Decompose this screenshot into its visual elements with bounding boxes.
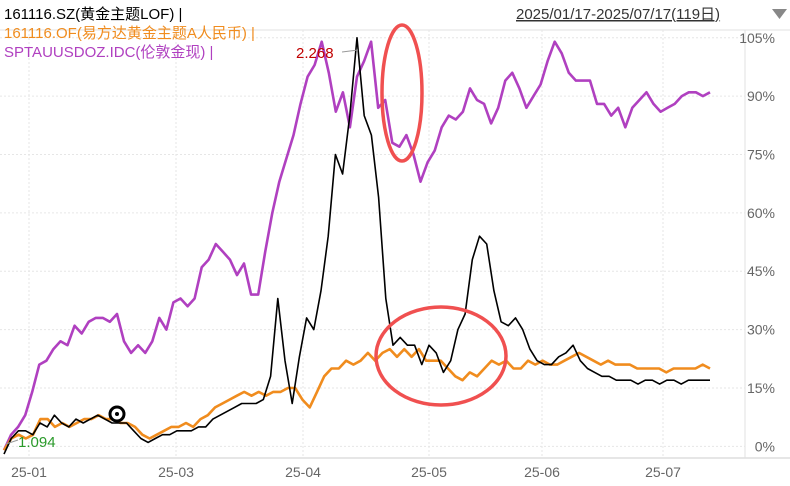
x-tick-label: 25-06 [524, 464, 560, 480]
y-tick-label: 15% [747, 380, 775, 396]
legend-item-lof[interactable]: 161116.SZ(黄金主题LOF) | [4, 6, 182, 23]
y-tick-label: 105% [739, 30, 775, 46]
highlight-ellipse-top [380, 23, 424, 163]
legend-item-of[interactable]: 161116.OF(易方达黄金主题A人民币) | [4, 25, 255, 42]
series-line-2 [2, 40, 711, 451]
y-tick-label: 0% [755, 438, 775, 454]
triangle-down-icon[interactable] [772, 9, 787, 19]
y-tick-label: 45% [747, 263, 775, 279]
legend-item-spot-gold[interactable]: SPTAUUSDOZ.IDC(伦敦金现) | [4, 44, 213, 61]
y-tick-label: 60% [747, 205, 775, 221]
y-tick-label: 90% [747, 88, 775, 104]
x-tick-label: 25-03 [158, 464, 194, 480]
min-value-label: 1.094 [18, 434, 56, 451]
y-tick-label: 75% [747, 147, 775, 163]
series-line-0 [3, 36, 710, 455]
y-tick-label: 30% [747, 322, 775, 338]
x-tick-label: 25-01 [11, 464, 47, 480]
crosshair-marker-inner[interactable] [115, 412, 119, 416]
vertical-gridlines [28, 30, 664, 458]
y-axis-ticks: 0% 15% 30% 45% 60% 75% 90% 105% [739, 30, 775, 455]
series-layer [2, 36, 711, 455]
max-value-leader [341, 49, 359, 53]
annotation-layer: 2.268 1.094 [5, 23, 508, 451]
highlight-ellipse-bottom [374, 305, 508, 407]
x-tick-label: 25-04 [285, 464, 321, 480]
horizontal-gridlines [0, 37, 745, 447]
x-tick-label: 25-05 [411, 464, 447, 480]
min-value-leader [5, 439, 19, 445]
series-line-1 [2, 347, 711, 451]
x-axis-ticks: 25-01 25-03 25-04 25-05 25-06 25-07 [11, 464, 681, 480]
date-range-text[interactable]: 2025/01/17-2025/07/17(119日) [516, 6, 720, 23]
max-value-label: 2.268 [296, 45, 334, 62]
crosshair-marker[interactable] [108, 405, 126, 423]
x-tick-label: 25-07 [645, 464, 681, 480]
